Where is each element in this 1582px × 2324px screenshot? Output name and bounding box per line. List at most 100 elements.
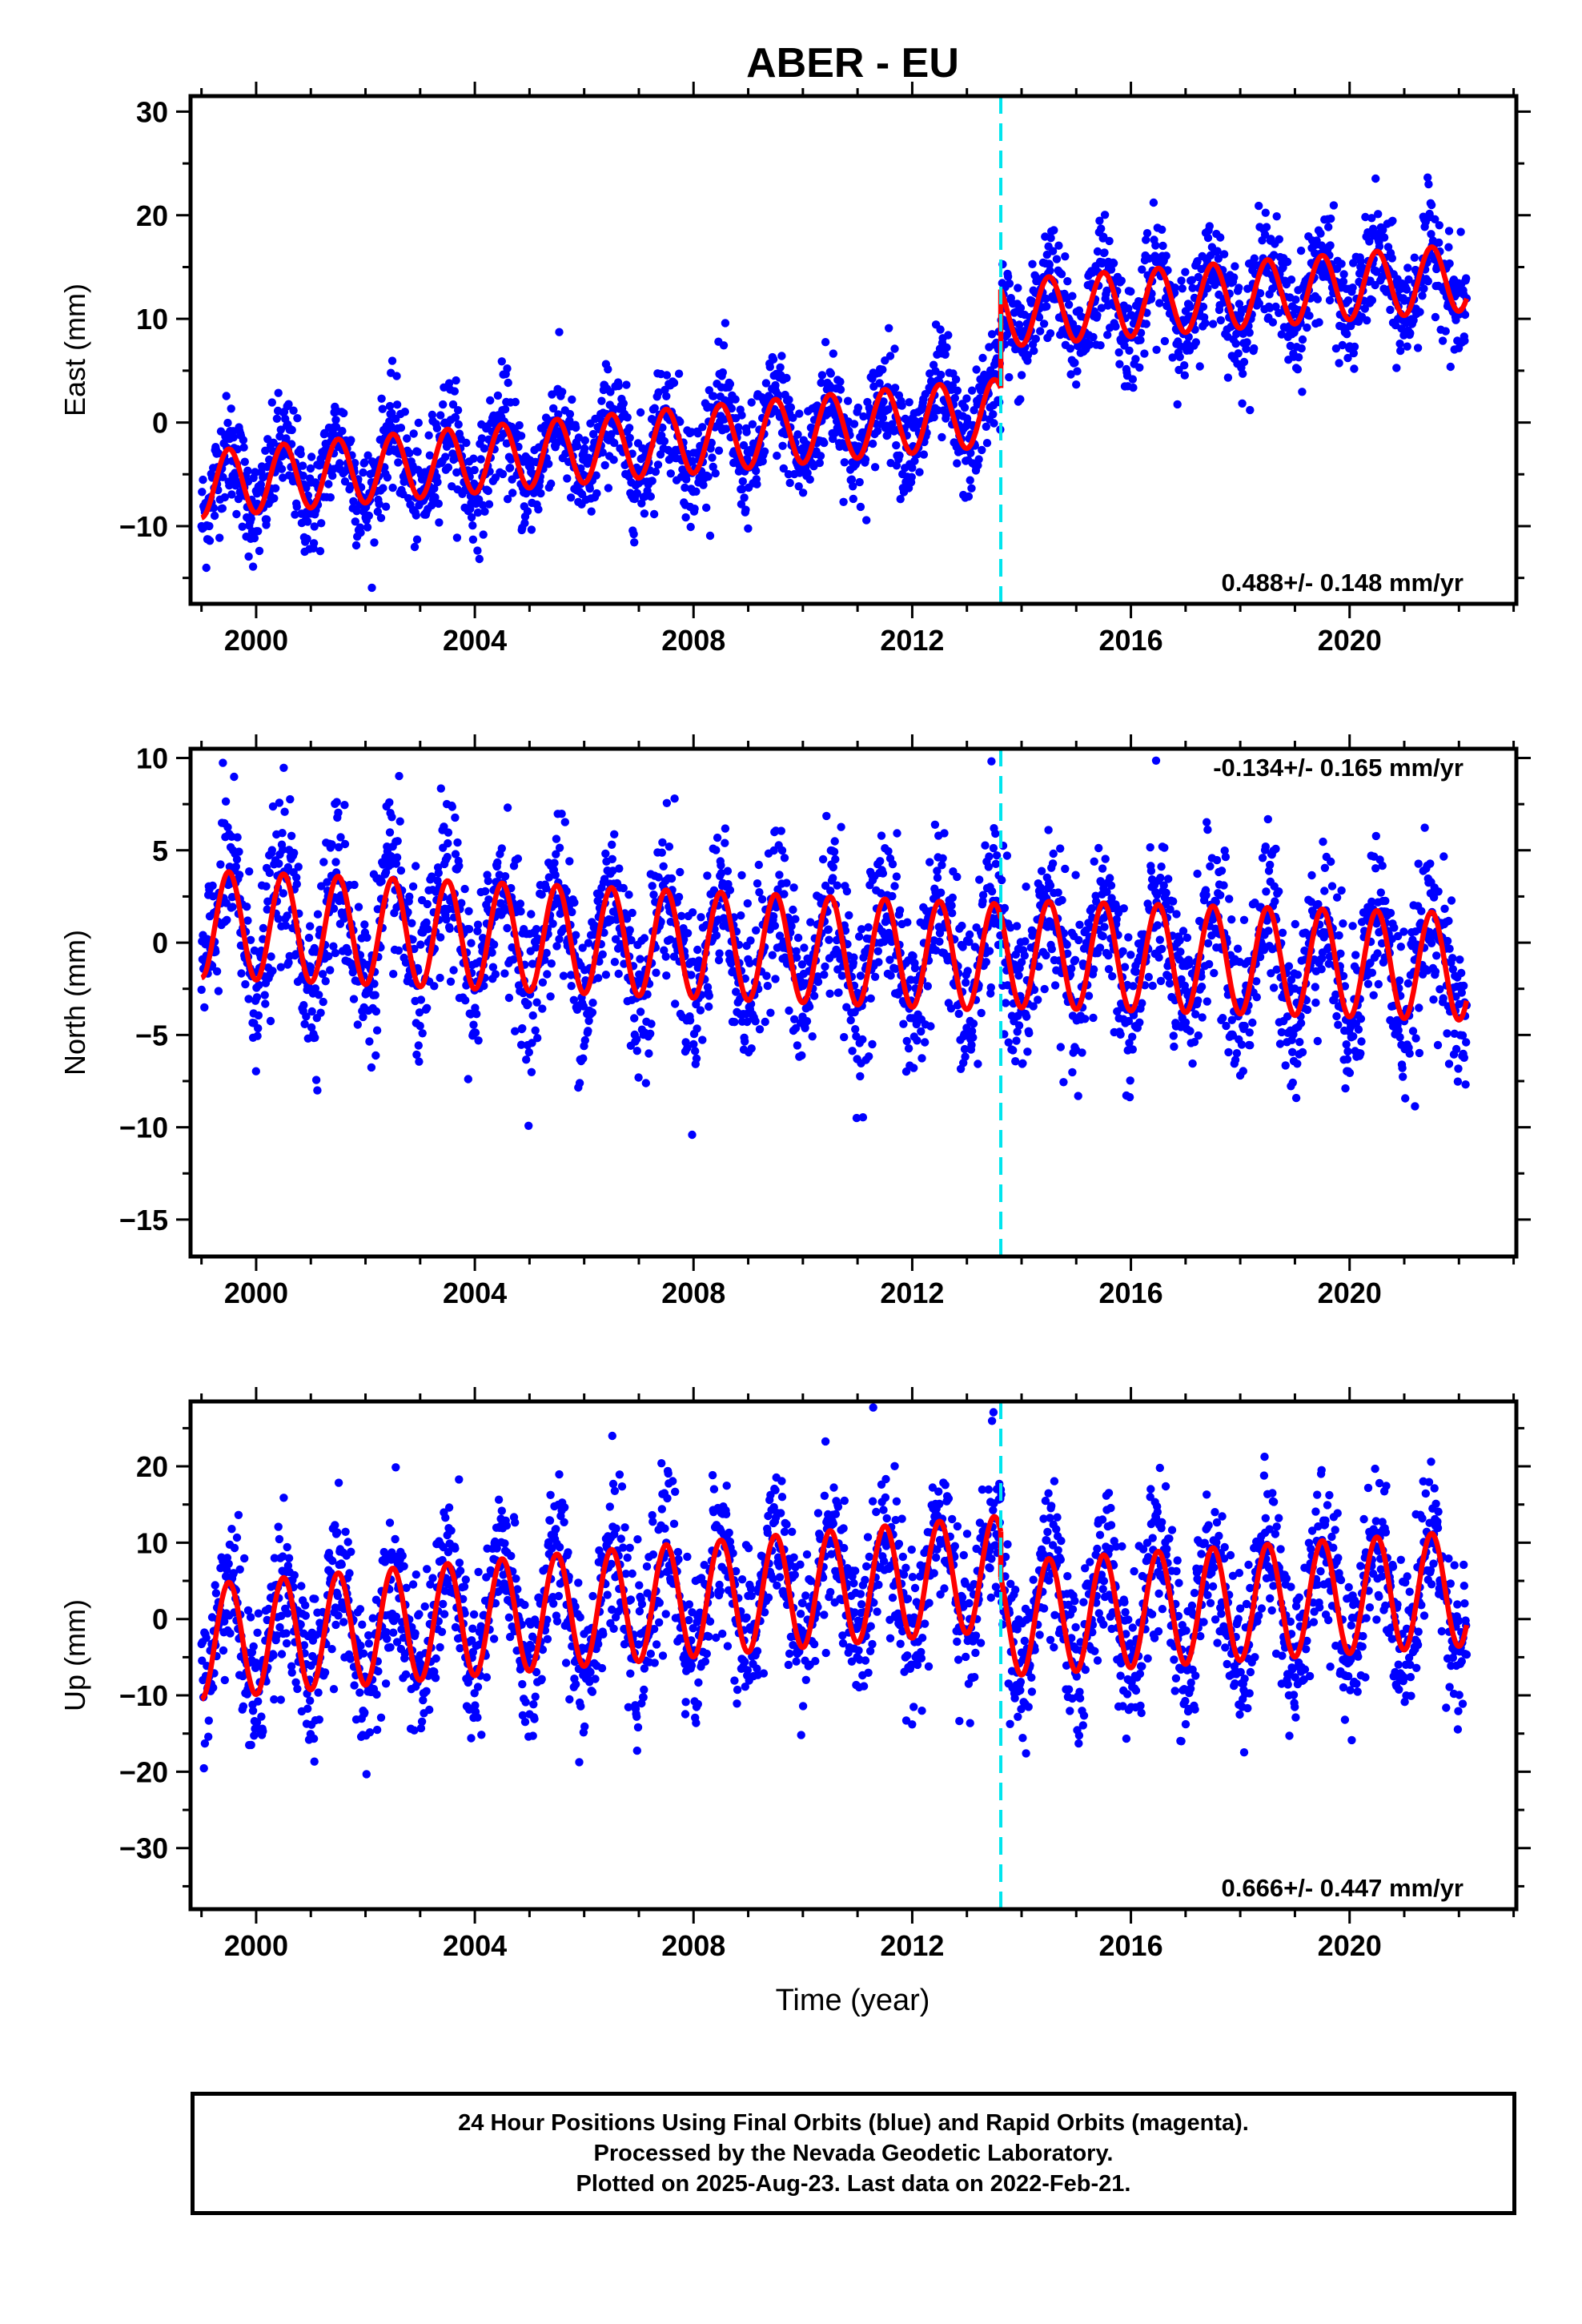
data-point (747, 1044, 756, 1053)
data-point (266, 1016, 275, 1026)
data-point (808, 1032, 817, 1041)
data-point (902, 1036, 911, 1046)
data-point (540, 955, 549, 964)
data-point (892, 461, 901, 470)
data-point (758, 456, 767, 466)
data-point (547, 959, 556, 968)
data-point (233, 833, 242, 842)
data-point (842, 887, 852, 896)
data-point (340, 477, 350, 486)
data-point (1199, 302, 1208, 312)
data-point (367, 583, 376, 593)
data-point (885, 324, 893, 332)
data-point (990, 419, 998, 428)
data-point (235, 870, 244, 879)
data-point (302, 1012, 311, 1021)
data-point (649, 891, 658, 899)
data-point (1248, 1018, 1257, 1027)
data-point (1066, 370, 1075, 379)
data-point (730, 1018, 739, 1027)
data-point (488, 963, 498, 971)
data-point (352, 507, 361, 516)
data-point (982, 422, 991, 431)
data-point (1105, 236, 1114, 246)
data-point (765, 363, 774, 372)
data-point (313, 910, 323, 919)
data-point (1212, 855, 1222, 865)
data-point (938, 861, 946, 870)
data-point (524, 1047, 533, 1057)
data-point (591, 414, 600, 424)
data-point (1243, 284, 1252, 293)
data-point (315, 547, 325, 556)
data-point (917, 1027, 926, 1036)
data-point (462, 438, 471, 448)
data-point (839, 497, 848, 506)
data-point (622, 915, 632, 923)
data-point (445, 924, 454, 933)
data-point (205, 521, 214, 531)
data-point (1403, 263, 1412, 272)
data-point (216, 860, 225, 869)
data-point (641, 1079, 650, 1088)
data-point (674, 369, 684, 378)
data-point (1158, 944, 1166, 954)
data-point (705, 991, 713, 1000)
data-point (551, 870, 560, 879)
data-point (967, 484, 976, 493)
data-point (580, 444, 589, 453)
data-point (294, 862, 303, 871)
data-point (938, 854, 947, 863)
data-point (282, 434, 291, 443)
data-point (516, 899, 525, 908)
data-point (791, 1023, 801, 1033)
data-point (533, 1034, 542, 1043)
data-point (412, 511, 420, 520)
data-point (1350, 342, 1359, 352)
data-point (1126, 951, 1135, 959)
data-point (986, 983, 996, 992)
data-point (698, 423, 707, 432)
data-point (890, 384, 900, 392)
data-point (1431, 215, 1439, 223)
data-point (385, 401, 395, 411)
data-point (890, 882, 899, 891)
data-point (721, 319, 730, 328)
data-point (428, 410, 437, 420)
data-point (813, 977, 823, 987)
data-point (891, 964, 900, 974)
data-point (853, 403, 863, 412)
data-point (1162, 251, 1170, 260)
data-point (1062, 940, 1071, 949)
data-point (644, 1049, 653, 1058)
data-point (223, 822, 232, 832)
data-point (1054, 241, 1063, 250)
data-point (316, 1008, 325, 1017)
data-point (423, 1003, 432, 1013)
data-point (619, 883, 628, 893)
data-point (610, 958, 620, 967)
data-point (1016, 304, 1026, 312)
data-point (950, 393, 960, 403)
data-point (859, 412, 868, 421)
data-point (392, 400, 402, 409)
data-point (215, 533, 224, 542)
data-point (1269, 251, 1279, 259)
data-point (856, 971, 865, 980)
data-point (849, 420, 859, 428)
data-point (377, 877, 386, 886)
data-point (1100, 923, 1109, 931)
data-point (1175, 936, 1184, 945)
data-point (1148, 981, 1157, 991)
data-point (1046, 329, 1055, 338)
data-point (1326, 241, 1335, 250)
data-point (681, 483, 689, 493)
data-point (202, 563, 211, 573)
data-point (1047, 944, 1057, 954)
data-point (1188, 1059, 1197, 1068)
data-point (339, 915, 348, 923)
data-point (1057, 270, 1066, 279)
data-point (1093, 247, 1102, 256)
data-point (1219, 881, 1228, 890)
data-point (615, 864, 624, 873)
